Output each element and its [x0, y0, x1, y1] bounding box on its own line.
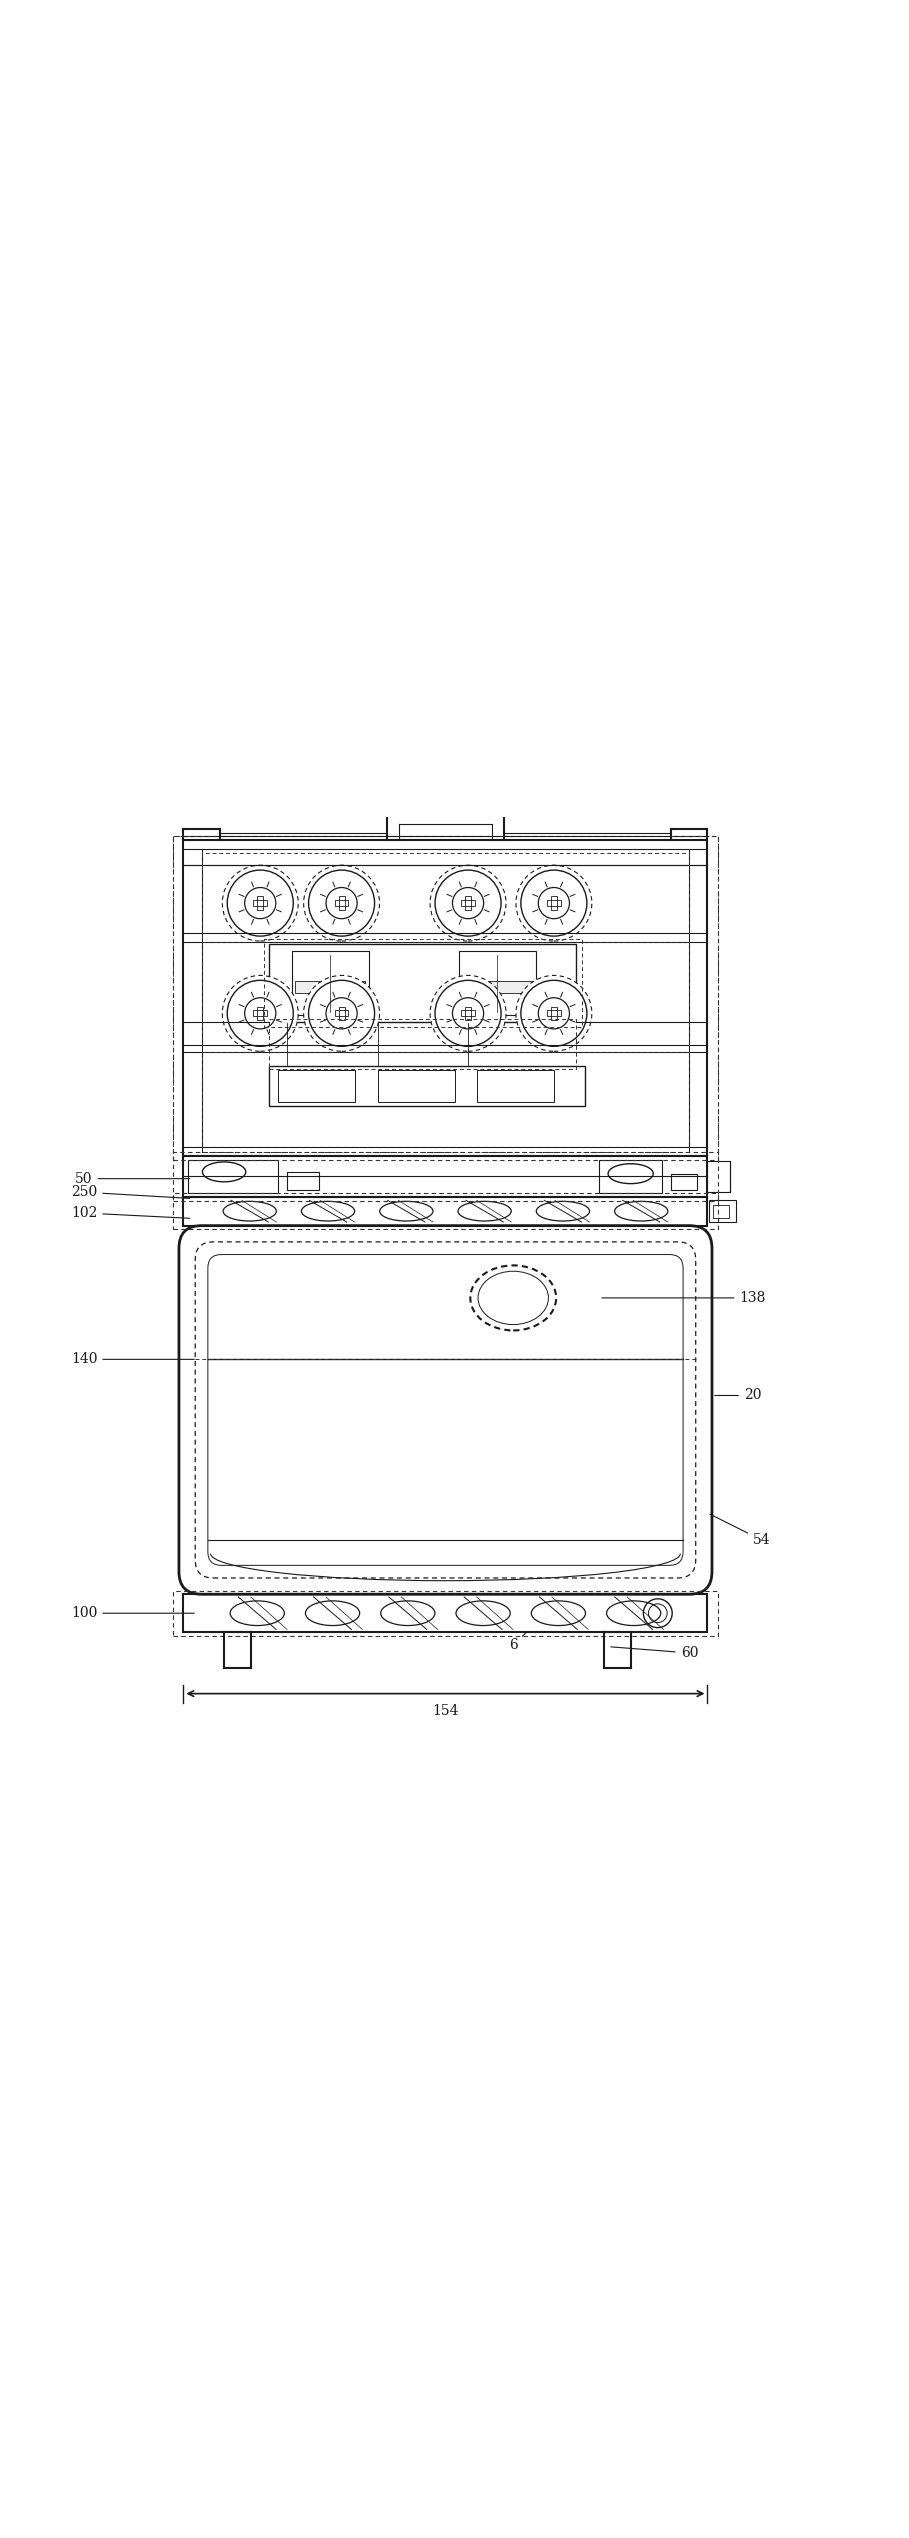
Bar — [257, 896, 264, 911]
Text: 154: 154 — [432, 1706, 459, 1718]
Bar — [254, 1010, 267, 1015]
Circle shape — [430, 865, 506, 942]
Bar — [713, 1206, 729, 1218]
Text: 6: 6 — [509, 1632, 526, 1652]
Bar — [547, 901, 561, 906]
Bar — [378, 1071, 454, 1101]
Bar — [547, 1010, 561, 1015]
Bar — [461, 901, 474, 906]
Circle shape — [521, 980, 587, 1046]
Text: 102: 102 — [71, 1206, 190, 1221]
Text: 140: 140 — [71, 1353, 195, 1365]
Circle shape — [308, 871, 375, 937]
Bar — [184, 1594, 707, 1632]
Bar — [184, 840, 707, 1157]
Circle shape — [326, 997, 357, 1028]
Circle shape — [308, 980, 375, 1046]
Circle shape — [538, 997, 569, 1028]
Bar — [461, 1010, 474, 1015]
Text: 100: 100 — [71, 1607, 195, 1619]
Circle shape — [516, 975, 592, 1051]
Bar — [465, 896, 471, 911]
Text: 250: 250 — [71, 1185, 190, 1200]
Circle shape — [326, 888, 357, 919]
Bar — [459, 952, 535, 1015]
Bar — [672, 1175, 696, 1190]
Circle shape — [245, 888, 275, 919]
Bar — [184, 1157, 707, 1198]
Bar — [287, 1173, 319, 1190]
Bar — [295, 982, 365, 992]
Circle shape — [304, 975, 380, 1051]
Circle shape — [227, 980, 294, 1046]
Bar — [599, 1160, 663, 1193]
Circle shape — [453, 888, 484, 919]
Bar — [335, 901, 348, 906]
Bar — [269, 944, 576, 1023]
Bar — [338, 896, 345, 911]
Circle shape — [223, 865, 298, 942]
Circle shape — [521, 871, 587, 937]
Circle shape — [223, 975, 298, 1051]
Bar — [477, 1071, 554, 1101]
Bar — [257, 1008, 264, 1020]
Bar — [184, 1198, 707, 1226]
Bar — [269, 1066, 585, 1107]
Bar — [338, 1008, 345, 1020]
Circle shape — [245, 997, 275, 1028]
Bar — [709, 1200, 736, 1221]
Circle shape — [435, 871, 501, 937]
Bar — [707, 1160, 730, 1193]
Bar — [292, 952, 369, 1015]
Bar — [463, 982, 532, 992]
Circle shape — [516, 865, 592, 942]
Bar — [551, 896, 557, 911]
Text: 50: 50 — [75, 1173, 190, 1185]
Text: 54: 54 — [710, 1515, 771, 1548]
Bar — [551, 1008, 557, 1020]
Bar — [278, 1071, 355, 1101]
Text: 60: 60 — [611, 1647, 698, 1660]
Bar — [188, 1160, 278, 1193]
Circle shape — [430, 975, 506, 1051]
Circle shape — [453, 997, 484, 1028]
Text: 138: 138 — [602, 1292, 765, 1305]
Bar — [254, 901, 267, 906]
Circle shape — [304, 865, 380, 942]
Circle shape — [538, 888, 569, 919]
Circle shape — [435, 980, 501, 1046]
Circle shape — [227, 871, 294, 937]
Bar — [465, 1008, 471, 1020]
Bar — [335, 1010, 348, 1015]
Text: 20: 20 — [714, 1388, 762, 1404]
